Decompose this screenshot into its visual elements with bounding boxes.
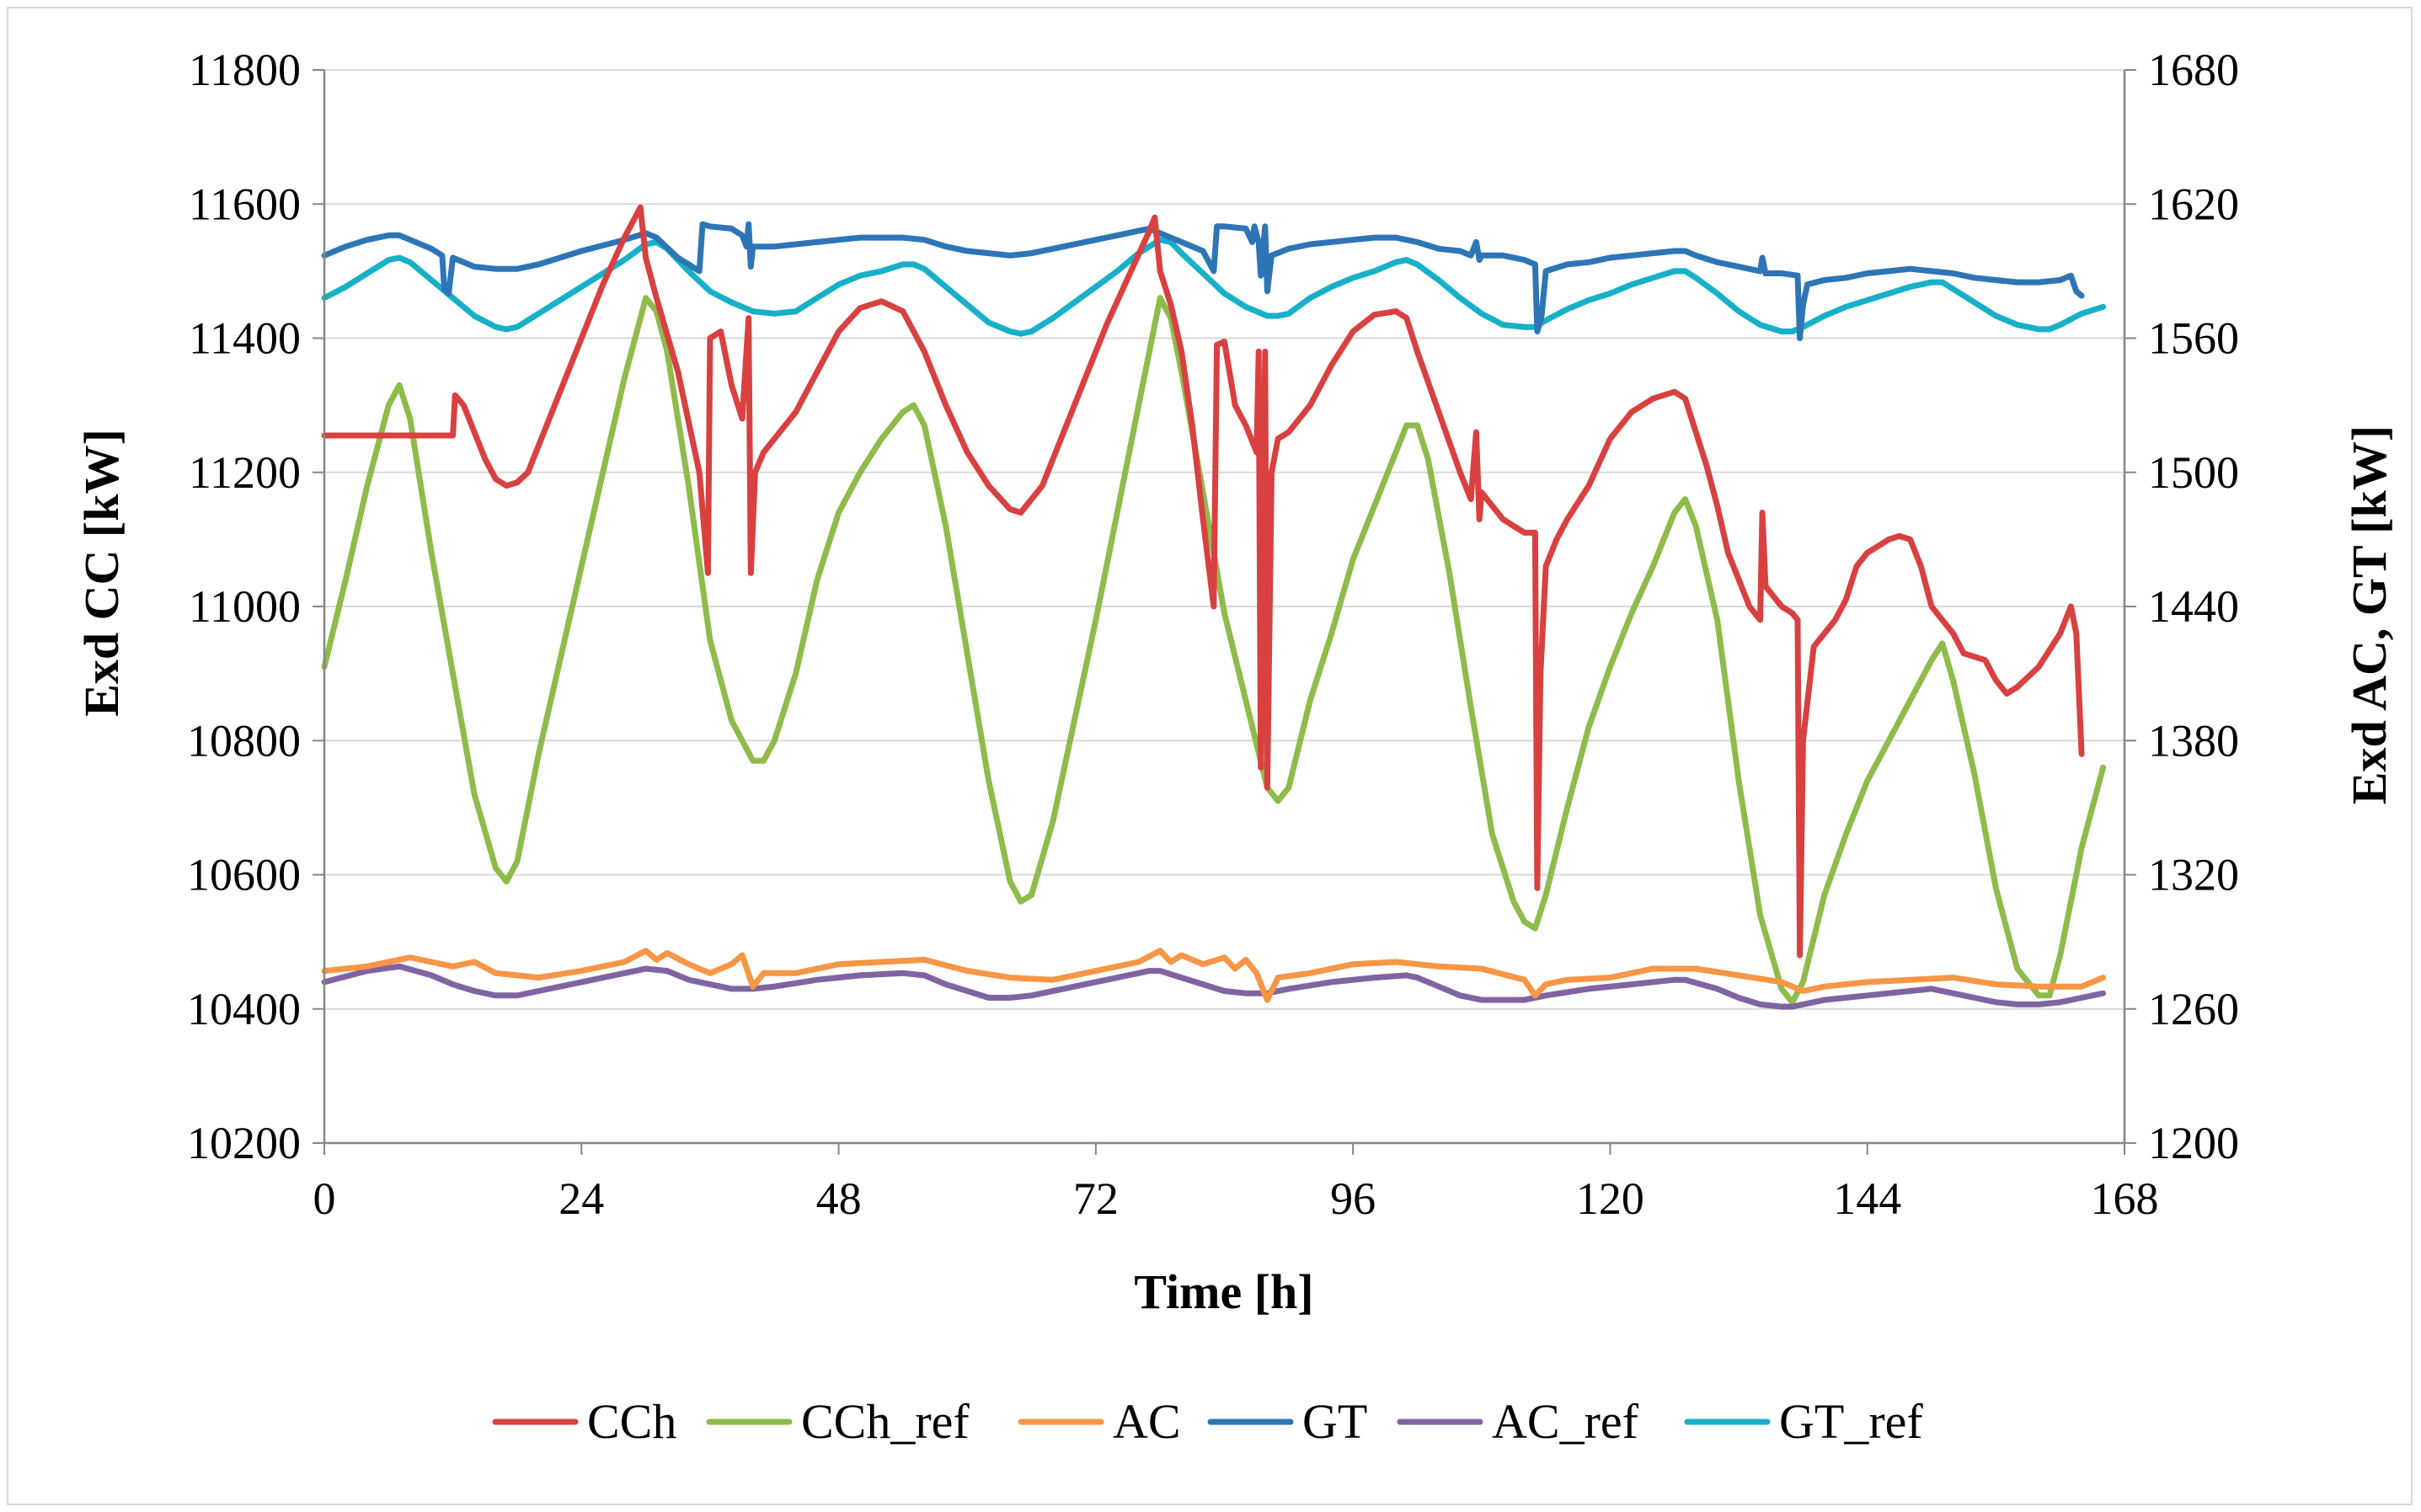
x-tick-label: 96 <box>1330 1173 1376 1224</box>
legend-item-cch: CCh <box>492 1394 676 1449</box>
tick-labels: 10200 10400 10600 10800 11000 11200 11400 11600… <box>187 45 2239 1224</box>
series-line-gt <box>321 221 2085 341</box>
series-lines <box>321 204 2107 1010</box>
y2-tick-label: 1500 <box>2148 447 2239 498</box>
gridlines <box>324 69 2124 1010</box>
y-tick-label: 11200 <box>189 447 301 498</box>
y2-axis-title: Exd AC, GT [kW] <box>2342 425 2397 804</box>
y-tick-label: 11000 <box>189 581 301 632</box>
x-tick-label: 48 <box>816 1173 862 1224</box>
y-tick-label: 10400 <box>187 984 301 1034</box>
y-tick-label: 10800 <box>187 715 301 766</box>
chart-frame <box>7 7 2413 1505</box>
legend-item-ac-ref: AC_ref <box>1397 1394 1639 1449</box>
series-line-cch-ref <box>321 295 2107 1006</box>
legend-label: CCh <box>587 1394 676 1449</box>
x-tick-label: 72 <box>1073 1173 1119 1224</box>
y-tick-label: 10600 <box>187 850 301 900</box>
x-tick-label: 24 <box>558 1173 604 1224</box>
legend: CCh CCh_ref AC GT AC_ref GT_ref <box>492 1394 1923 1449</box>
series-line-ac-ref <box>321 963 2107 1010</box>
legend-label: AC_ref <box>1492 1394 1639 1449</box>
legend-item-gt: GT <box>1207 1394 1367 1449</box>
y2-tick-label: 1320 <box>2148 850 2239 900</box>
axes <box>313 69 2136 1155</box>
series-line-cch <box>321 204 2085 959</box>
y2-tick-label: 1260 <box>2148 984 2239 1034</box>
y-axis-title: Exd CC [kW] <box>74 429 129 717</box>
legend-label: GT <box>1302 1394 1367 1449</box>
x-tick-label: 168 <box>2091 1173 2159 1224</box>
legend-label: CCh_ref <box>801 1394 970 1449</box>
y2-tick-label: 1560 <box>2148 313 2239 364</box>
legend-item-cch-ref: CCh_ref <box>706 1394 970 1449</box>
legend-item-ac: AC <box>1018 1394 1181 1449</box>
legend-label: GT_ref <box>1779 1394 1923 1449</box>
y2-tick-label: 1620 <box>2148 179 2239 229</box>
y2-tick-label: 1680 <box>2148 45 2239 95</box>
x-tick-label: 120 <box>1576 1173 1644 1224</box>
x-tick-label: 0 <box>313 1173 336 1224</box>
legend-item-gt-ref: GT_ref <box>1684 1394 1923 1449</box>
y2-tick-label: 1440 <box>2148 581 2239 632</box>
x-axis-title: Time [h] <box>1134 1264 1313 1319</box>
series-line-gt-ref <box>321 237 2107 337</box>
series-line-ac <box>321 948 2107 1003</box>
y2-tick-label: 1380 <box>2148 715 2239 766</box>
x-tick-label: 144 <box>1833 1173 1901 1224</box>
y-tick-label: 11800 <box>189 45 301 95</box>
y-tick-label: 11600 <box>189 179 301 229</box>
y-tick-label: 10200 <box>187 1118 301 1168</box>
y2-tick-label: 1200 <box>2148 1118 2239 1168</box>
legend-label: AC <box>1113 1394 1181 1449</box>
y-tick-label: 11400 <box>189 313 301 364</box>
